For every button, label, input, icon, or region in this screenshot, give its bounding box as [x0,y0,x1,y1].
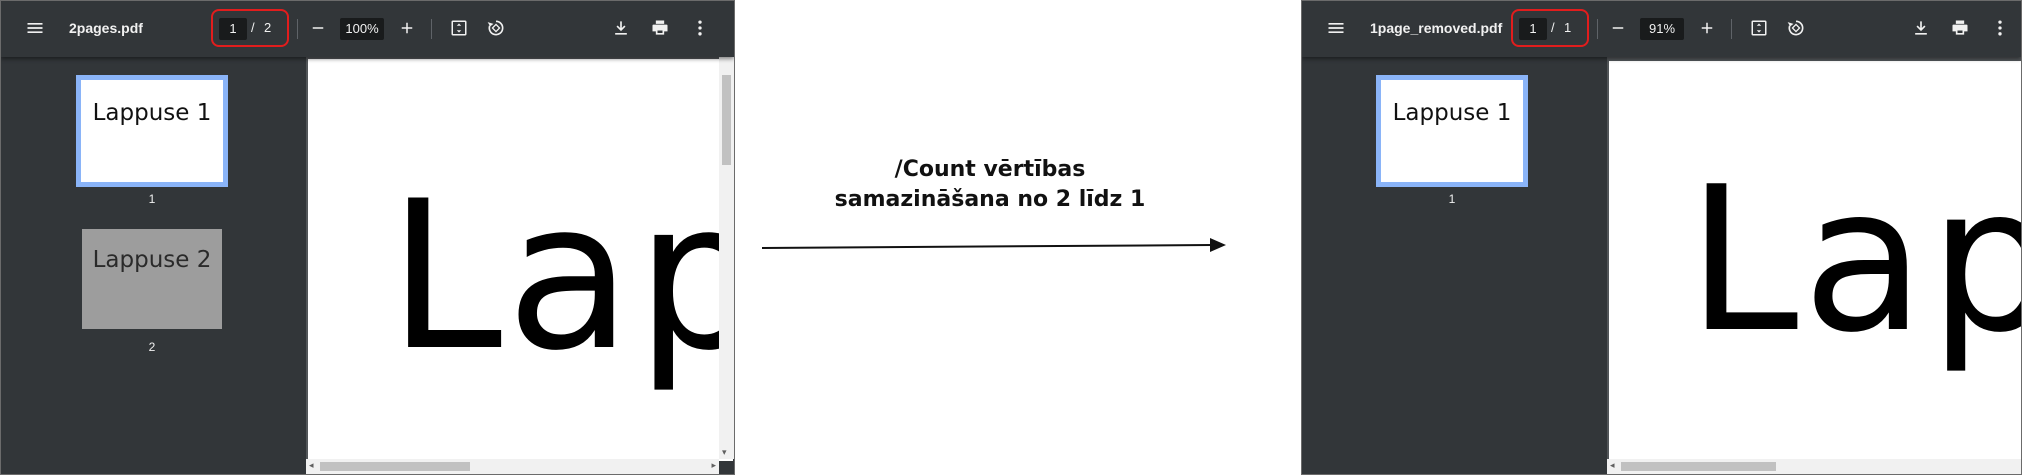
thumbnail-sidebar: Lappuse 1 1 [1302,57,1607,474]
caption-line-2: samazināšana no 2 līdz 1 [780,185,1200,215]
horizontal-scrollbar[interactable]: ◂ [1607,459,2022,474]
page-text: Lap [388,175,733,380]
zoom-input[interactable]: 91% [1640,18,1684,40]
page-text: Lapp [1687,161,2022,361]
divider [297,19,298,39]
scroll-right-arrow-icon[interactable]: ▸ [711,460,716,471]
download-icon[interactable] [1911,18,1931,38]
page-number-input[interactable]: 1 [1519,18,1547,40]
thumbnail-label: Lappuse 1 [81,100,223,126]
pdf-page: Lapp [1609,61,2022,461]
more-vert-icon[interactable] [1990,18,2010,38]
thumbnail-page-2[interactable]: Lappuse 2 [82,229,222,329]
print-icon[interactable] [650,18,670,38]
thumbnail-number: 1 [76,192,228,206]
plus-icon[interactable] [1698,19,1716,37]
caption: /Count vērtības samazināšana no 2 līdz 1 [780,155,1200,215]
thumbnail-number: 1 [1376,192,1528,206]
divider [431,19,432,39]
page-total: 2 [264,20,271,35]
thumbnail-number: 2 [82,340,222,354]
document-area: Lap [306,57,719,474]
caption-line-1: /Count vērtības [780,155,1200,185]
minus-icon[interactable] [1609,19,1627,37]
divider [1731,19,1732,39]
scrollbar-thumb[interactable] [722,75,731,165]
page-separator: / [1551,20,1555,35]
scrollbar-thumb[interactable] [320,462,470,471]
menu-icon[interactable] [1326,18,1346,38]
plus-icon[interactable] [398,19,416,37]
fit-page-icon[interactable] [1750,19,1768,37]
page-total: 1 [1564,20,1571,35]
file-name: 1page_removed.pdf [1370,20,1502,36]
divider [1597,19,1598,39]
pdf-viewer-left: 2pages.pdf 1 / 2 100% Lappuse 1 [0,0,735,475]
pdf-viewer-right: 1page_removed.pdf 1 / 1 91% Lapp [1301,0,2022,475]
thumbnail-sidebar: Lappuse 1 1 Lappuse 2 2 [1,57,306,474]
toolbar: 1page_removed.pdf 1 / 1 91% [1302,1,2021,57]
scrollbar-thumb[interactable] [1621,462,1776,471]
minus-icon[interactable] [309,19,327,37]
thumbnail-label: Lappuse 2 [82,247,222,273]
vertical-scrollbar[interactable]: ▾ [719,57,734,459]
download-icon[interactable] [611,18,631,38]
scroll-left-arrow-icon[interactable]: ◂ [1610,460,1615,471]
more-vert-icon[interactable] [690,18,710,38]
menu-icon[interactable] [25,18,45,38]
horizontal-scrollbar[interactable]: ◂ ▸ [306,459,719,474]
scroll-down-arrow-icon[interactable]: ▾ [722,447,727,458]
rotate-icon[interactable] [1786,18,1806,38]
file-name: 2pages.pdf [69,20,143,36]
thumbnail-page-1[interactable]: Lappuse 1 [76,75,228,187]
fit-page-icon[interactable] [450,19,468,37]
document-area: Lapp [1607,57,2021,474]
arrow-icon [760,230,1230,260]
scroll-left-arrow-icon[interactable]: ◂ [309,460,314,471]
print-icon[interactable] [1950,18,1970,38]
rotate-icon[interactable] [486,18,506,38]
pdf-page: Lap [308,59,733,461]
zoom-input[interactable]: 100% [340,18,384,40]
thumbnail-page-1[interactable]: Lappuse 1 [1376,75,1528,187]
toolbar: 2pages.pdf 1 / 2 100% [1,1,734,57]
thumbnail-label: Lappuse 1 [1381,100,1523,126]
page-separator: / [251,20,255,35]
page-number-input[interactable]: 1 [219,18,247,40]
